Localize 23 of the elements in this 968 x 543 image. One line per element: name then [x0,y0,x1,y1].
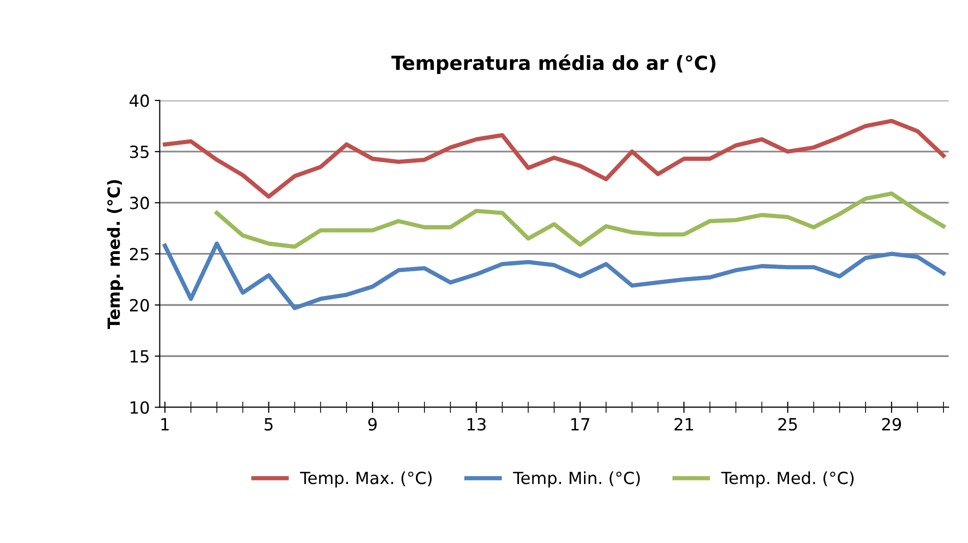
y-tick-label: 10 [130,401,149,414]
y-tick-label: 20 [130,298,149,312]
x-tick-label: 17 [571,418,590,430]
y-tick-label: 40 [130,94,149,108]
legend-label: Temp. Max. (°C) [300,471,432,488]
x-tick-label: 5 [264,418,273,431]
x-tick-label: 25 [778,418,797,431]
y-tick-label: 35 [130,146,149,158]
x-tick-label: 13 [468,418,486,431]
legend-label: Temp. Med. (°C) [721,471,854,488]
y-tick-label: 15 [130,350,149,363]
x-tick-label: 21 [674,418,693,430]
y-axis-title: Temp. med. (°C) [107,180,124,329]
line-series [214,191,946,249]
y-tick-label: 30 [130,196,149,210]
y-tick-label: 25 [130,248,149,260]
x-tick-label: 29 [882,418,901,431]
legend-label: Temp. Min. (°C) [513,471,640,488]
line-series [162,242,946,310]
x-tick-label: 9 [368,418,377,431]
x-tick-label: 1 [161,418,169,430]
line-series [162,118,946,199]
chart-title: Temperatura média do ar (°C) [391,54,716,74]
